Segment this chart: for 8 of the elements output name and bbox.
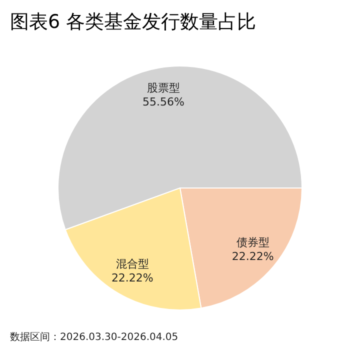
data-label: 55.56% bbox=[142, 95, 184, 108]
title: 图表6 各类基金发行数量占比 bbox=[10, 11, 256, 33]
text: 数据区间：2026.03.30-2026.04.05 bbox=[10, 331, 178, 343]
data-label: 22.22% bbox=[111, 271, 154, 284]
slice-label: 债券型 bbox=[236, 236, 270, 250]
slice-label: 混合型 bbox=[116, 257, 149, 270]
data-label: 22.22% bbox=[232, 250, 274, 264]
slice-label: 股票型 bbox=[146, 81, 180, 94]
